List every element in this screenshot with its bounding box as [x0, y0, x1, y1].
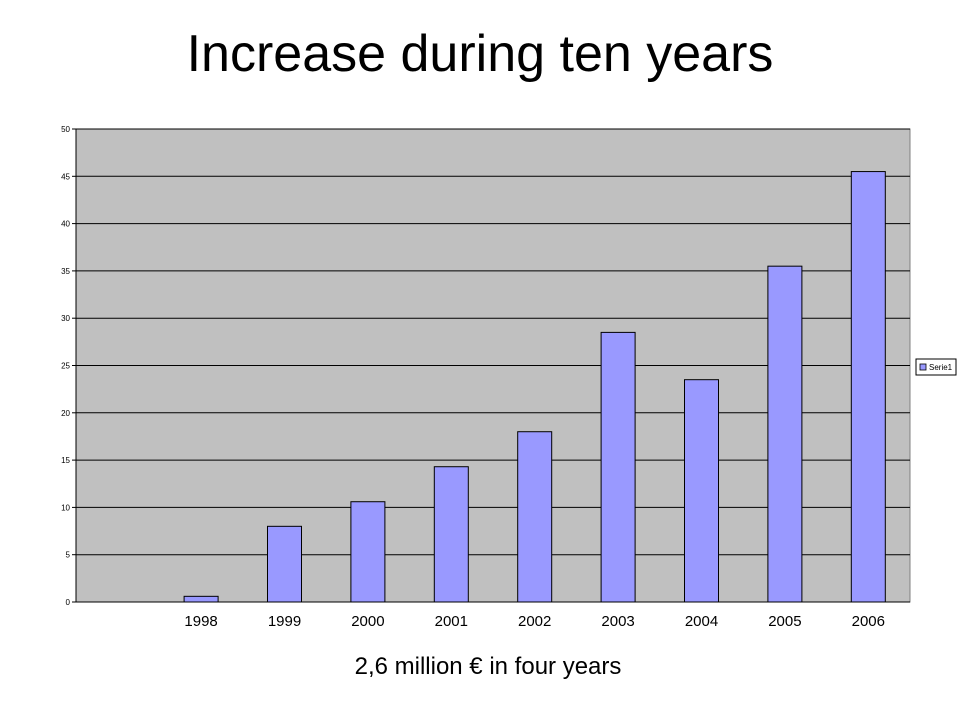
y-tick-label: 50 — [61, 125, 70, 134]
x-tick-label: 2003 — [601, 613, 634, 630]
bar — [517, 431, 553, 603]
bar — [183, 595, 219, 603]
legend-label: Serie1 — [929, 363, 953, 372]
bar — [684, 379, 719, 603]
bar — [267, 525, 302, 603]
bar — [350, 501, 386, 603]
y-tick-label: 35 — [61, 267, 70, 276]
y-tick-label: 30 — [61, 314, 70, 323]
y-tick-label: 15 — [61, 456, 70, 465]
x-tick-label: 2000 — [351, 613, 384, 630]
x-tick-label: 2005 — [768, 613, 801, 630]
x-tick-label: 2001 — [435, 613, 468, 630]
x-tick-label: 1998 — [184, 613, 217, 630]
bar — [600, 331, 636, 603]
bar — [767, 265, 803, 603]
y-tick-label: 25 — [61, 362, 70, 371]
bar — [850, 171, 886, 603]
y-tick-label: 10 — [61, 503, 70, 512]
bar — [433, 466, 469, 603]
chart-subtitle: 2,6 million € in four years — [354, 653, 622, 680]
y-tick-label: 45 — [61, 172, 70, 181]
chart-title: Increase during ten years — [186, 25, 774, 83]
y-tick-label: 5 — [66, 551, 71, 560]
y-tick-label: 40 — [61, 220, 70, 229]
legend-box — [915, 358, 957, 376]
x-tick-label: 2002 — [518, 613, 551, 630]
x-tick-label: 2006 — [852, 613, 885, 630]
x-tick-label: 2004 — [685, 613, 718, 630]
y-tick-label: 20 — [61, 409, 70, 418]
legend-swatch — [919, 363, 927, 371]
y-tick-label: 0 — [66, 598, 71, 607]
x-tick-label: 1999 — [268, 613, 301, 630]
